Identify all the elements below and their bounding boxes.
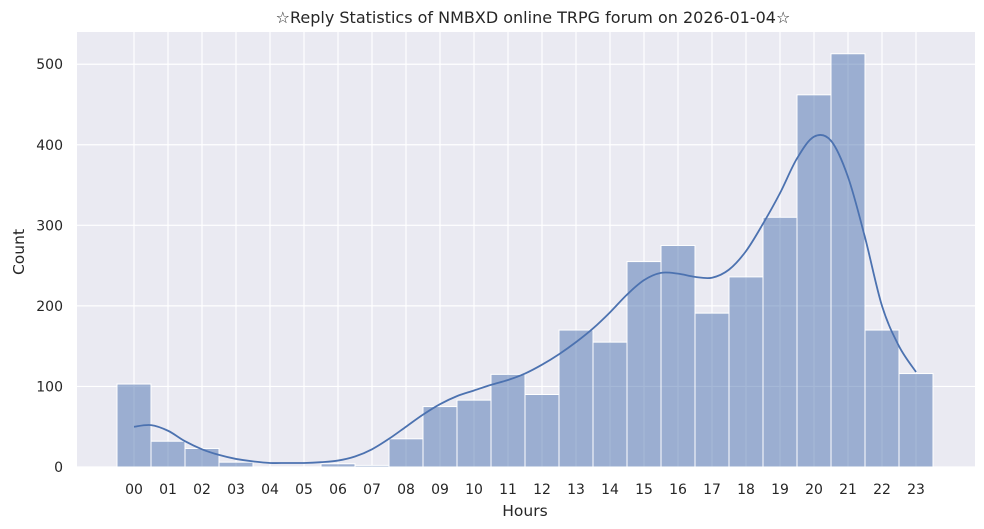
bar-08 [388,438,424,468]
kde-curve [133,134,917,464]
bar-02 [184,447,220,468]
y-tick-100: 100 [36,379,63,395]
bar-14 [592,341,628,468]
bar-19 [762,216,798,468]
bar-10 [456,399,492,468]
x-axis-label: Hours [502,502,547,520]
y-tick-300: 300 [36,218,63,234]
bar-22 [864,329,900,468]
x-tick-08: 08 [397,482,415,498]
bar-21 [830,53,866,468]
x-tick-03: 03 [227,482,245,498]
bar-20 [796,94,832,468]
bar-11 [490,373,526,468]
x-tick-02: 02 [193,482,211,498]
x-tick-12: 12 [533,482,551,498]
bars-group [116,53,934,468]
x-tick-16: 16 [669,482,687,498]
x-tick-05: 05 [295,482,313,498]
x-tick-labels: 00 01 02 03 04 05 06 07 08 09 10 11 12 13 14 15 16 17 18 19… [125,482,925,498]
x-tick-00: 00 [125,482,143,498]
x-tick-23: 23 [907,482,925,498]
x-tick-14: 14 [601,482,619,498]
x-tick-01: 01 [159,482,177,498]
bar-06 [320,463,356,468]
y-tick-200: 200 [36,299,63,315]
bar-16 [660,244,696,468]
x-tick-22: 22 [873,482,891,498]
chart-title: ☆Reply Statistics of NMBXD online TRPG f… [276,8,791,27]
x-tick-15: 15 [635,482,653,498]
bar-23 [898,373,934,468]
bar-17 [694,312,730,468]
x-tick-11: 11 [499,482,517,498]
x-tick-13: 13 [567,482,585,498]
bar-13 [558,329,594,468]
y-tick-500: 500 [36,57,63,73]
y-axis-label: Count [10,229,28,275]
bar-03 [218,461,254,468]
x-tick-04: 04 [261,482,279,498]
y-tick-400: 400 [36,138,63,154]
x-tick-10: 10 [465,482,483,498]
y-tick-0: 0 [54,460,63,476]
x-tick-09: 09 [431,482,449,498]
bar-12 [524,394,560,468]
bar-01 [150,440,186,468]
y-tick-labels: 0 100 200 300 400 500 [36,57,63,476]
x-tick-19: 19 [771,482,789,498]
x-tick-17: 17 [703,482,721,498]
bar-15 [626,261,662,468]
bar-07 [354,464,390,468]
bar-09 [422,406,458,468]
x-tick-20: 20 [805,482,823,498]
bar-18 [728,276,764,468]
x-tick-06: 06 [329,482,347,498]
x-tick-07: 07 [363,482,381,498]
x-tick-21: 21 [839,482,857,498]
x-tick-18: 18 [737,482,755,498]
